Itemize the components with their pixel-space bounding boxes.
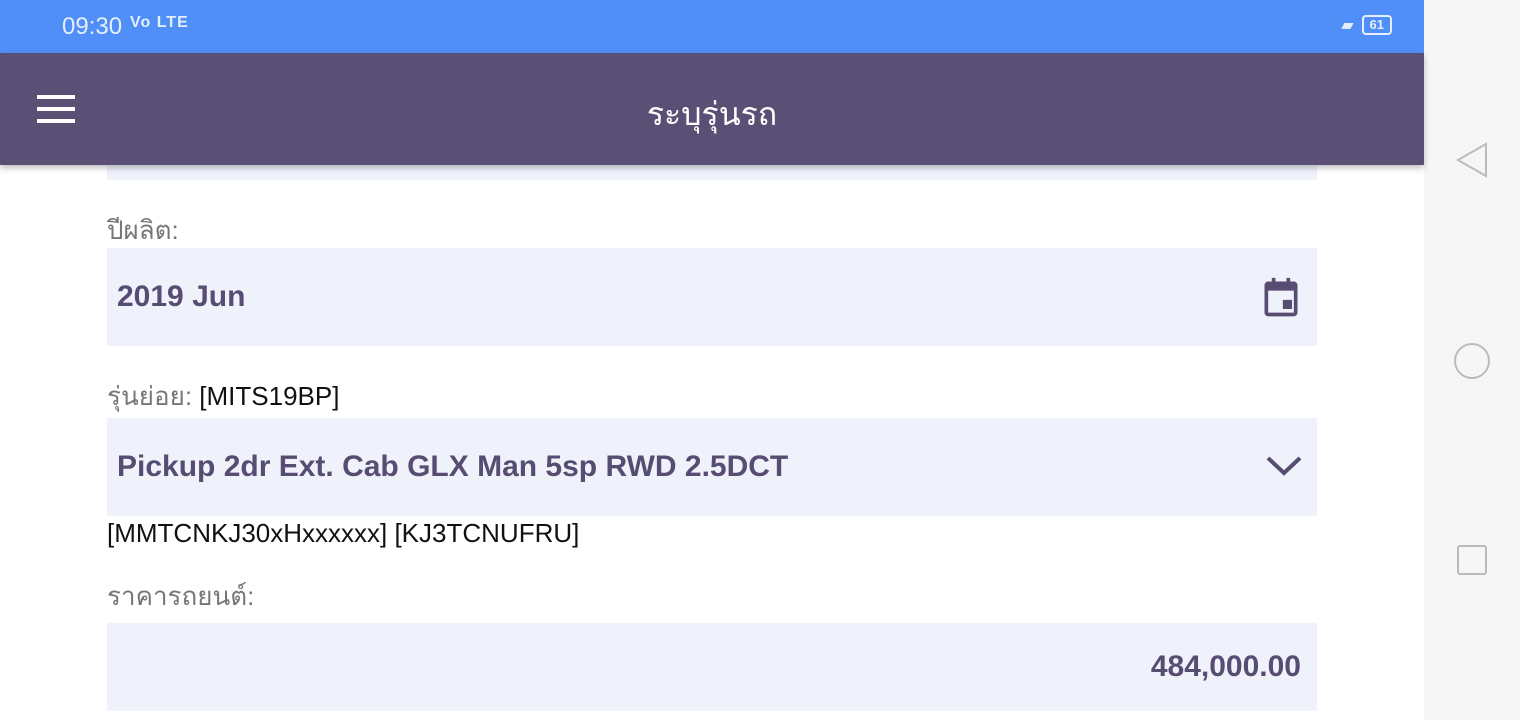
year-value: 2019 Jun	[117, 280, 246, 313]
submodel-label-row: รุ่นย่อย: [MITS19BP]	[107, 376, 1317, 418]
back-icon[interactable]	[1424, 142, 1520, 178]
price-label: ราคารถยนต์:	[107, 581, 255, 611]
year-label: ปีผลิต:	[107, 215, 179, 245]
hamburger-icon[interactable]	[37, 95, 75, 123]
status-bar: 09:30 Vo LTE ▰ 61	[0, 0, 1424, 53]
submodel-dropdown[interactable]: Pickup 2dr Ext. Cab GLX Man 5sp RWD 2.5D…	[107, 418, 1317, 516]
network-indicator: Vo LTE	[130, 14, 189, 31]
notification-icon: ▰	[1341, 17, 1354, 34]
submodel-code: [MITS19BP]	[199, 381, 340, 411]
app-bar: ระบุรุ่นรถ	[0, 53, 1424, 165]
battery-indicator: 61	[1361, 15, 1392, 35]
submodel-label: รุ่นย่อย:	[107, 381, 193, 411]
system-nav-bar	[1424, 0, 1520, 720]
price-field[interactable]: 484,000.00	[107, 623, 1317, 711]
previous-field[interactable]	[107, 165, 1317, 180]
status-time: 09:30	[62, 13, 123, 40]
vehicle-codes: [MMTCNKJ30xHxxxxxx] [KJ3TCNUFRU]	[107, 518, 580, 548]
page-title: ระบุรุ่นรถ	[646, 96, 778, 132]
year-field[interactable]: 2019 Jun	[107, 248, 1317, 346]
chevron-down-icon	[1266, 456, 1302, 476]
form: ปีผลิต: 2019 Jun รุ่นย่อย: [MITS19BP] Pi…	[107, 165, 1317, 711]
home-icon[interactable]	[1424, 342, 1520, 380]
recents-icon[interactable]	[1424, 544, 1520, 576]
calendar-icon[interactable]	[1259, 276, 1303, 320]
submodel-value: Pickup 2dr Ext. Cab GLX Man 5sp RWD 2.5D…	[117, 450, 789, 483]
